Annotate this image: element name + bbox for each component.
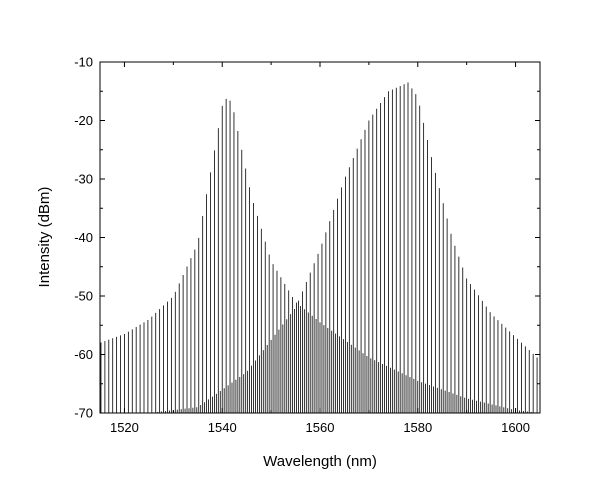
x-tick-label: 1520 bbox=[110, 420, 139, 435]
series-1 bbox=[100, 98, 536, 413]
y-tick-label: -30 bbox=[74, 172, 93, 187]
y-tick-label: -70 bbox=[74, 406, 93, 421]
spectral-lines bbox=[100, 82, 538, 413]
y-tick-label: -40 bbox=[74, 230, 93, 245]
x-axis-title: Wavelength (nm) bbox=[263, 453, 377, 470]
x-tick-label: 1560 bbox=[306, 420, 335, 435]
y-tick-label: -60 bbox=[74, 347, 93, 362]
axis-ticks: 1520 1540 1560 1580 1600 -70 -60 -50 -40 -30 -20 -1… bbox=[74, 55, 540, 435]
y-axis-title: Intensity (dBm) bbox=[36, 187, 53, 288]
x-tick-label: 1540 bbox=[208, 420, 237, 435]
y-tick-label: -20 bbox=[74, 113, 93, 128]
x-tick-label: 1600 bbox=[501, 420, 530, 435]
series-2 bbox=[153, 82, 538, 413]
x-tick-label: 1580 bbox=[403, 420, 432, 435]
y-tick-label: -10 bbox=[74, 55, 93, 70]
y-tick-label: -50 bbox=[74, 289, 93, 304]
